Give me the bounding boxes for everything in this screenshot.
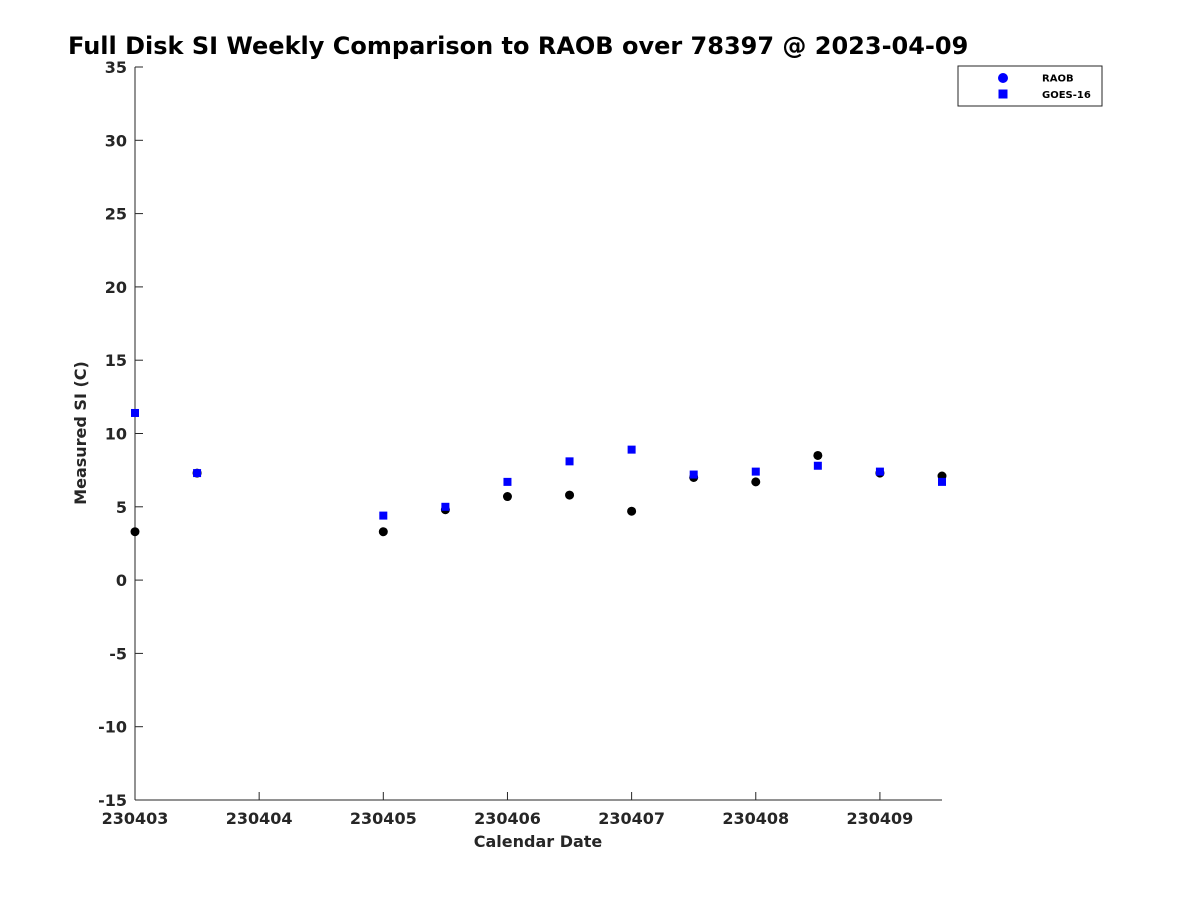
- point-raob: [565, 490, 575, 500]
- point-raob: [813, 450, 823, 460]
- y-tick-label: -10: [98, 718, 127, 737]
- legend-box: [957, 65, 1103, 107]
- x-tick-label: 230403: [102, 809, 169, 828]
- point-goes16: [131, 408, 139, 417]
- x-tick-label: 230407: [598, 809, 665, 828]
- chart-title: Full Disk SI Weekly Comparison to RAOB o…: [68, 32, 968, 60]
- point-goes16: [627, 445, 636, 454]
- x-tick-label: 230404: [226, 809, 293, 828]
- y-tick-label: -15: [98, 791, 127, 810]
- y-axis-ticks: 35 30 25 20 15 10 5 0 -5 -10 -15: [98, 58, 143, 810]
- point-goes16: [813, 461, 822, 470]
- point-raob: [378, 527, 388, 537]
- point-goes16: [938, 477, 946, 486]
- y-tick-label: 30: [105, 131, 127, 150]
- point-raob: [130, 527, 140, 537]
- x-tick-label: 230409: [847, 809, 914, 828]
- y-tick-label: 35: [105, 58, 127, 77]
- point-goes16: [689, 470, 698, 479]
- legend-label-raob: RAOB: [1042, 74, 1074, 85]
- y-tick-label: 0: [116, 571, 127, 590]
- y-tick-label: 5: [116, 498, 127, 517]
- y-tick-label: 25: [105, 205, 127, 224]
- legend-label-goes16: GOES-16: [1042, 90, 1091, 101]
- x-tick-label: 230405: [350, 809, 417, 828]
- point-goes16: [441, 502, 450, 511]
- y-tick-label: 20: [105, 278, 127, 297]
- legend-marker-goes16: [998, 89, 1008, 99]
- x-tick-label: 230408: [722, 809, 789, 828]
- point-goes16: [193, 469, 202, 478]
- point-goes16: [565, 457, 574, 466]
- point-raob: [751, 477, 761, 487]
- x-axis-title: Calendar Date: [474, 832, 603, 851]
- data-points: [130, 408, 947, 537]
- point-raob: [627, 506, 637, 516]
- point-goes16: [751, 467, 760, 476]
- point-goes16: [875, 467, 884, 476]
- y-tick-label: 10: [105, 425, 127, 444]
- x-axis-ticks: 230403 230404 230405 230406 230407 230408 2304…: [102, 792, 914, 828]
- legend-marker-raob: [998, 73, 1008, 83]
- y-axis-title: Measured SI (C): [71, 361, 90, 505]
- y-tick-label: -5: [109, 644, 127, 663]
- point-raob: [502, 492, 512, 502]
- y-tick-label: 15: [105, 351, 127, 370]
- point-goes16: [379, 511, 388, 520]
- legend: RAOB GOES-16: [957, 65, 1103, 107]
- point-goes16: [503, 477, 512, 486]
- x-tick-label: 230406: [474, 809, 541, 828]
